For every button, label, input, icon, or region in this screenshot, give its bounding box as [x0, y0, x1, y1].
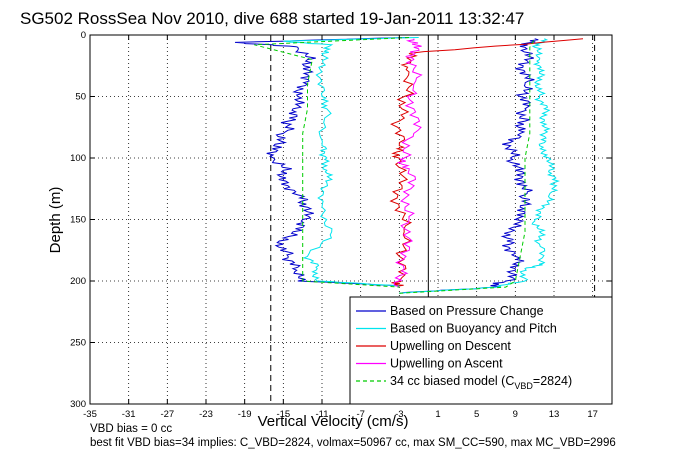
- series-2-descent-line: [283, 37, 419, 287]
- series-group: [234, 37, 584, 294]
- series-1-ascent-line: [399, 38, 539, 294]
- footer-line-2: best fit VBD bias=34 implies: C_VBD=2824…: [90, 437, 616, 449]
- series-5-ascent-line: [399, 38, 536, 294]
- series-1-descent-line: [234, 37, 410, 287]
- legend-box: [349, 296, 613, 405]
- legend-label-1: Based on Pressure Change: [390, 304, 544, 318]
- legend-label-4: Upwelling on Ascent: [390, 357, 503, 371]
- x-tick-label: -35: [83, 409, 97, 420]
- series-2-ascent-line: [399, 38, 560, 294]
- x-tick-label: -19: [238, 409, 252, 420]
- y-tick-label: 200: [70, 276, 86, 287]
- x-tick-label: 1: [435, 409, 440, 420]
- series-4-ascent-line: [393, 38, 423, 288]
- series-3-descent-line: [389, 38, 584, 287]
- x-tick-label: 13: [549, 409, 560, 420]
- x-tick-label: -7: [356, 409, 364, 420]
- x-tick-label: -11: [315, 409, 328, 420]
- y-axis-label: Depth (m): [47, 187, 64, 254]
- x-axis-label: Vertical Velocity (cm/s): [258, 413, 409, 430]
- x-tick-label: 5: [474, 409, 479, 420]
- x-tick-label: -15: [276, 409, 290, 420]
- y-tick-label: 250: [70, 338, 86, 349]
- x-tick-label: -23: [199, 409, 213, 420]
- x-tick-label: 17: [587, 409, 598, 420]
- legend: Based on Pressure Change Based on Buoyanc…: [349, 296, 613, 405]
- x-tick-label: 9: [513, 409, 518, 420]
- y-tick-label: 300: [70, 399, 86, 410]
- y-tick-label: 50: [75, 92, 86, 103]
- chart-title: SG502 RossSea Nov 2010, dive 688 started…: [20, 9, 524, 28]
- series-5-descent-line: [254, 37, 410, 288]
- y-tick-label: 0: [81, 30, 86, 41]
- footer-line-1: VBD bias = 0 cc: [90, 423, 172, 435]
- x-tick-label: -27: [160, 409, 174, 420]
- legend-label-5: 34 cc biased model (CVBD=2824): [390, 374, 572, 391]
- y-tick-label: 150: [70, 215, 86, 226]
- x-axis-ticks: -35 -31 -27 -23 -19 -15 -11 -7 -3 1 5 9 13 17: [83, 35, 598, 420]
- legend-label-3: Upwelling on Descent: [390, 339, 511, 353]
- legend-label-2: Based on Buoyancy and Pitch: [390, 322, 557, 336]
- y-tick-label: 100: [70, 153, 86, 164]
- x-tick-label: -31: [122, 409, 136, 420]
- y-axis-ticks: 0 50 100 150 200 250 300: [70, 30, 612, 410]
- x-tick-label: -3: [395, 409, 403, 420]
